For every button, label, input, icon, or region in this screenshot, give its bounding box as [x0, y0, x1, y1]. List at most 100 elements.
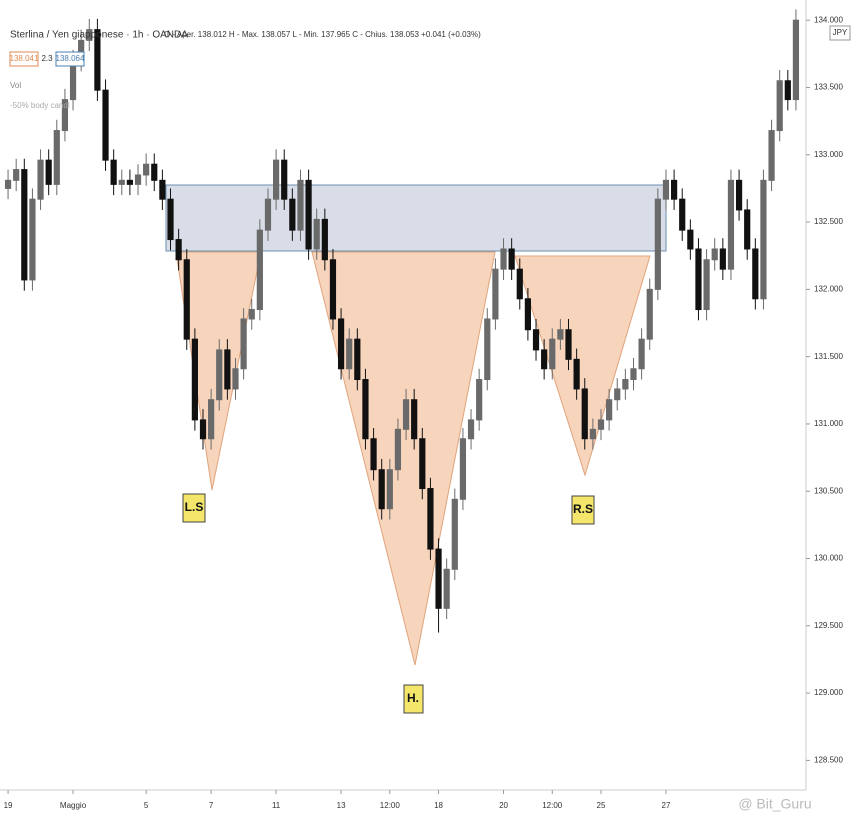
- candle-body: [435, 548, 442, 609]
- candle-body: [232, 368, 239, 390]
- candle-body: [695, 248, 702, 311]
- candle-body: [541, 349, 548, 370]
- candle-body: [362, 379, 369, 440]
- y-tick-label: 133.000: [814, 150, 843, 159]
- candle-body: [727, 179, 735, 270]
- candle-body: [289, 198, 296, 231]
- x-tick-label: 25: [597, 801, 606, 810]
- y-tick-label: 131.500: [814, 352, 843, 361]
- y-tick-label: 130.500: [814, 486, 843, 495]
- candles: [4, 9, 800, 633]
- candle-body: [419, 438, 426, 490]
- candle-body: [565, 329, 572, 360]
- candle-body: [337, 318, 345, 370]
- candle-body: [760, 179, 767, 300]
- y-tick-label: 129.500: [814, 621, 843, 630]
- candle-body: [216, 349, 223, 401]
- candle-body: [630, 368, 637, 381]
- y-tick-label: 132.000: [814, 284, 843, 293]
- candle-body: [118, 179, 125, 185]
- candle-body: [606, 399, 613, 421]
- candle-body: [378, 469, 385, 510]
- watermark: @ Bit_Guru: [738, 796, 811, 812]
- x-tick-label: 18: [434, 801, 443, 810]
- candle-body: [411, 399, 418, 440]
- candle-body: [143, 163, 150, 176]
- candle-body: [297, 179, 304, 231]
- candle-body: [167, 198, 174, 241]
- candle-body: [532, 329, 540, 351]
- candle-body: [735, 179, 743, 211]
- x-tick-label: 27: [662, 801, 671, 810]
- candle-body: [264, 198, 272, 231]
- candle-body: [524, 298, 531, 331]
- candle-body: [53, 130, 60, 185]
- candle-body: [467, 419, 475, 440]
- candle-body: [183, 259, 190, 340]
- x-tick-label: 7: [209, 801, 214, 810]
- annotation-box: [403, 684, 424, 714]
- candle-body: [589, 428, 596, 440]
- candle-body: [549, 338, 556, 370]
- x-tick-label: 13: [337, 801, 346, 810]
- candle-body: [45, 159, 52, 185]
- x-tick-label: 19: [4, 801, 13, 810]
- candle-body: [273, 159, 280, 200]
- ask-box: [55, 51, 85, 67]
- annotation: R.S: [573, 502, 593, 516]
- spread: 2.3: [41, 54, 53, 63]
- candle-body: [175, 239, 182, 261]
- candle-body: [516, 268, 523, 300]
- y-tick-label: 129.000: [814, 688, 843, 697]
- annotation-box: [182, 493, 206, 523]
- candle-body: [94, 29, 101, 91]
- candle-body: [394, 428, 402, 471]
- candle-body: [638, 338, 645, 370]
- candle-body: [573, 358, 580, 390]
- candle-body: [37, 159, 44, 200]
- candle-body: [86, 29, 93, 41]
- candle-body: [581, 388, 588, 440]
- candle-body: [744, 209, 751, 250]
- y-tick-label: 131.000: [814, 419, 843, 428]
- indicator: -50% body candl: [10, 101, 70, 110]
- bid-box: [9, 51, 39, 67]
- candle-body: [102, 89, 109, 161]
- candle-body: [484, 318, 491, 381]
- neckline-zone: [165, 184, 667, 252]
- candle-body: [711, 248, 718, 261]
- candle-body: [329, 259, 337, 320]
- candle-body: [557, 329, 564, 340]
- candle-body: [768, 130, 775, 181]
- annotation: L.S: [185, 500, 204, 514]
- candle-body: [752, 248, 759, 300]
- candle-body: [281, 159, 288, 200]
- y-tick-label: 128.500: [814, 756, 843, 765]
- candle-body: [614, 388, 621, 401]
- candle-body: [776, 80, 783, 132]
- annotation-box: [571, 495, 595, 525]
- candle-body: [654, 198, 661, 290]
- x-tick-label: 11: [272, 801, 281, 810]
- candle-body: [61, 99, 69, 132]
- candle-body: [134, 174, 142, 185]
- indicator: Vol: [10, 81, 21, 90]
- candle-body: [370, 438, 377, 471]
- bid: 138.041: [10, 54, 39, 63]
- candle-body: [508, 248, 515, 270]
- candle-body: [492, 268, 499, 320]
- x-tick-label: Maggio: [60, 801, 87, 810]
- candle-body: [305, 179, 312, 250]
- candle-body: [597, 419, 605, 430]
- candle-body: [191, 338, 198, 421]
- x-tick-label: 5: [144, 801, 149, 810]
- candle-body: [719, 248, 726, 270]
- ask: 138.064: [56, 54, 85, 63]
- candle-body: [687, 229, 694, 250]
- candle-body: [459, 438, 467, 500]
- candle-body: [646, 288, 653, 340]
- chart-title: Sterlina / Yen giapponese · 1h · OANDA: [10, 30, 188, 41]
- candle-body: [110, 159, 117, 185]
- candle-body: [313, 218, 320, 250]
- candle-body: [476, 379, 483, 421]
